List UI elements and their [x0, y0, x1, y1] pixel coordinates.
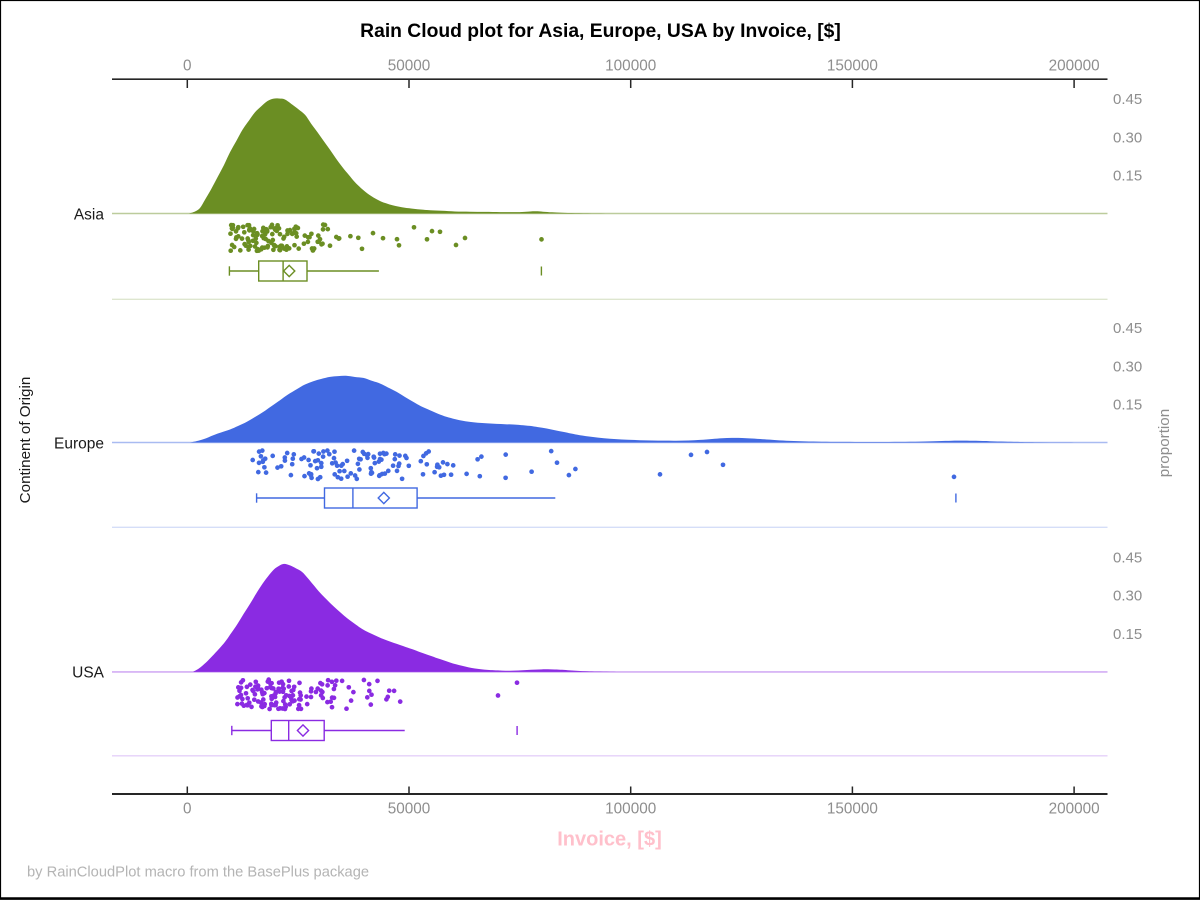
svg-text:0.45: 0.45	[1113, 91, 1142, 108]
svg-text:Asia: Asia	[74, 206, 105, 223]
svg-text:Invoice, [$]: Invoice, [$]	[557, 829, 661, 851]
svg-text:0.30: 0.30	[1113, 588, 1142, 605]
svg-text:0.15: 0.15	[1113, 626, 1142, 643]
svg-text:0.30: 0.30	[1113, 358, 1142, 375]
svg-text:100000: 100000	[605, 800, 656, 817]
svg-text:Continent of Origin: Continent of Origin	[17, 377, 34, 504]
svg-text:Rain Cloud plot for Asia, Euro: Rain Cloud plot for Asia, Europe, USA by…	[360, 21, 841, 42]
svg-text:50000: 50000	[388, 58, 431, 75]
svg-text:0: 0	[183, 58, 192, 75]
svg-text:100000: 100000	[605, 58, 656, 75]
svg-text:150000: 150000	[827, 58, 878, 75]
svg-text:0.45: 0.45	[1113, 320, 1142, 337]
svg-text:150000: 150000	[827, 800, 878, 817]
svg-text:Europe: Europe	[54, 435, 104, 452]
svg-text:0.30: 0.30	[1113, 129, 1142, 146]
svg-text:proportion: proportion	[1156, 409, 1173, 477]
svg-text:200000: 200000	[1049, 58, 1100, 75]
svg-text:0.15: 0.15	[1113, 397, 1142, 414]
svg-text:USA: USA	[72, 665, 105, 682]
svg-text:0.45: 0.45	[1113, 549, 1142, 566]
svg-text:by RainCloudPlot macro from th: by RainCloudPlot macro from the BasePlus…	[27, 864, 369, 880]
svg-text:0: 0	[183, 800, 192, 817]
svg-text:200000: 200000	[1049, 800, 1100, 817]
svg-text:50000: 50000	[388, 800, 431, 817]
svg-text:0.15: 0.15	[1113, 168, 1142, 185]
